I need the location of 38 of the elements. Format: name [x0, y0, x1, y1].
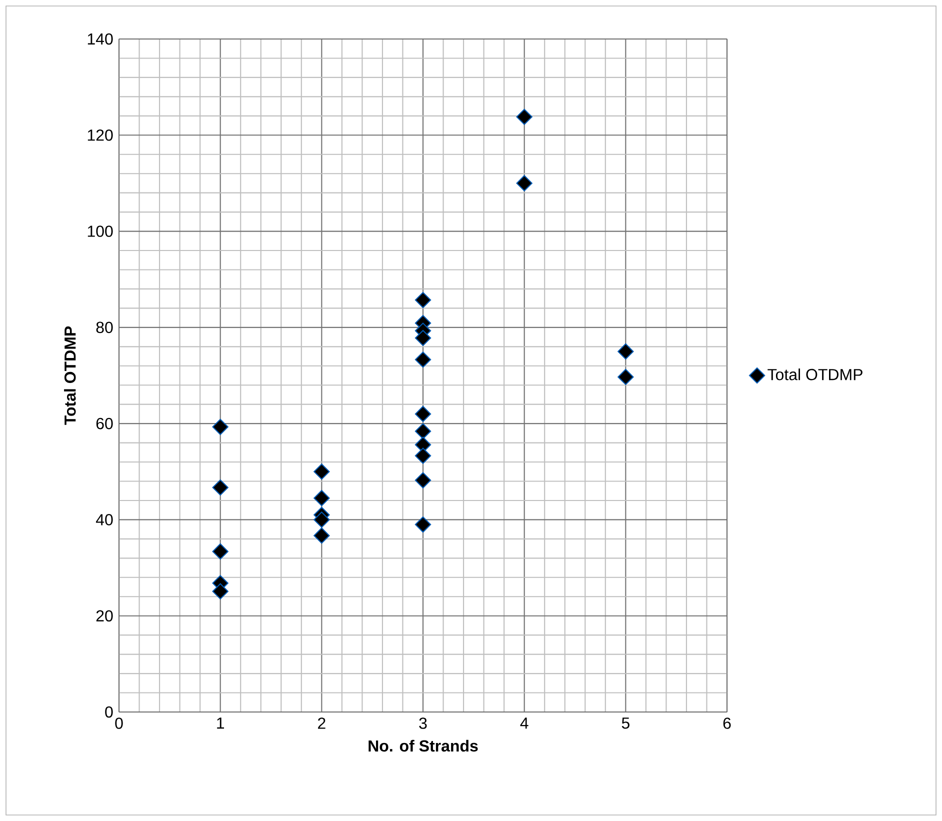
y-tick-label: 100 [88, 226, 113, 237]
x-tick-label: 2 [318, 718, 326, 729]
x-tick-label: 5 [622, 718, 630, 729]
y-tick-label: 40 [96, 514, 113, 526]
point [516, 108, 532, 125]
x-tick-label: 0 [115, 718, 123, 729]
point [414, 330, 432, 346]
y-axis-title: Total OTDMP [64, 326, 76, 425]
point [414, 448, 432, 464]
x-tick-label: 1 [217, 718, 224, 729]
x-tick-label: 6 [723, 718, 731, 729]
point [414, 472, 432, 488]
y-tick-label: 20 [96, 610, 113, 622]
point [314, 490, 330, 506]
x-tick-label: 3 [419, 718, 427, 729]
y-tick-label: 60 [96, 418, 113, 430]
legend-label: Total OTDMP [768, 368, 862, 380]
point [516, 175, 532, 192]
x-tick-label: 4 [520, 718, 528, 729]
point [314, 512, 330, 528]
y-tick-label: 140 [88, 33, 113, 45]
point [212, 583, 228, 600]
y-tick-label: 80 [96, 322, 113, 334]
point [212, 418, 228, 436]
point [212, 479, 228, 496]
point [314, 528, 330, 544]
point [414, 516, 432, 533]
y-tick-label: 0 [105, 706, 113, 718]
point [414, 406, 432, 422]
point [414, 352, 432, 368]
point [414, 292, 432, 308]
point [212, 543, 228, 560]
x-axis-title: No. of Strands [368, 740, 478, 752]
point [414, 423, 432, 440]
point [314, 464, 330, 480]
y-tick-label: 120 [88, 129, 113, 141]
point [618, 368, 634, 386]
point [618, 343, 634, 360]
